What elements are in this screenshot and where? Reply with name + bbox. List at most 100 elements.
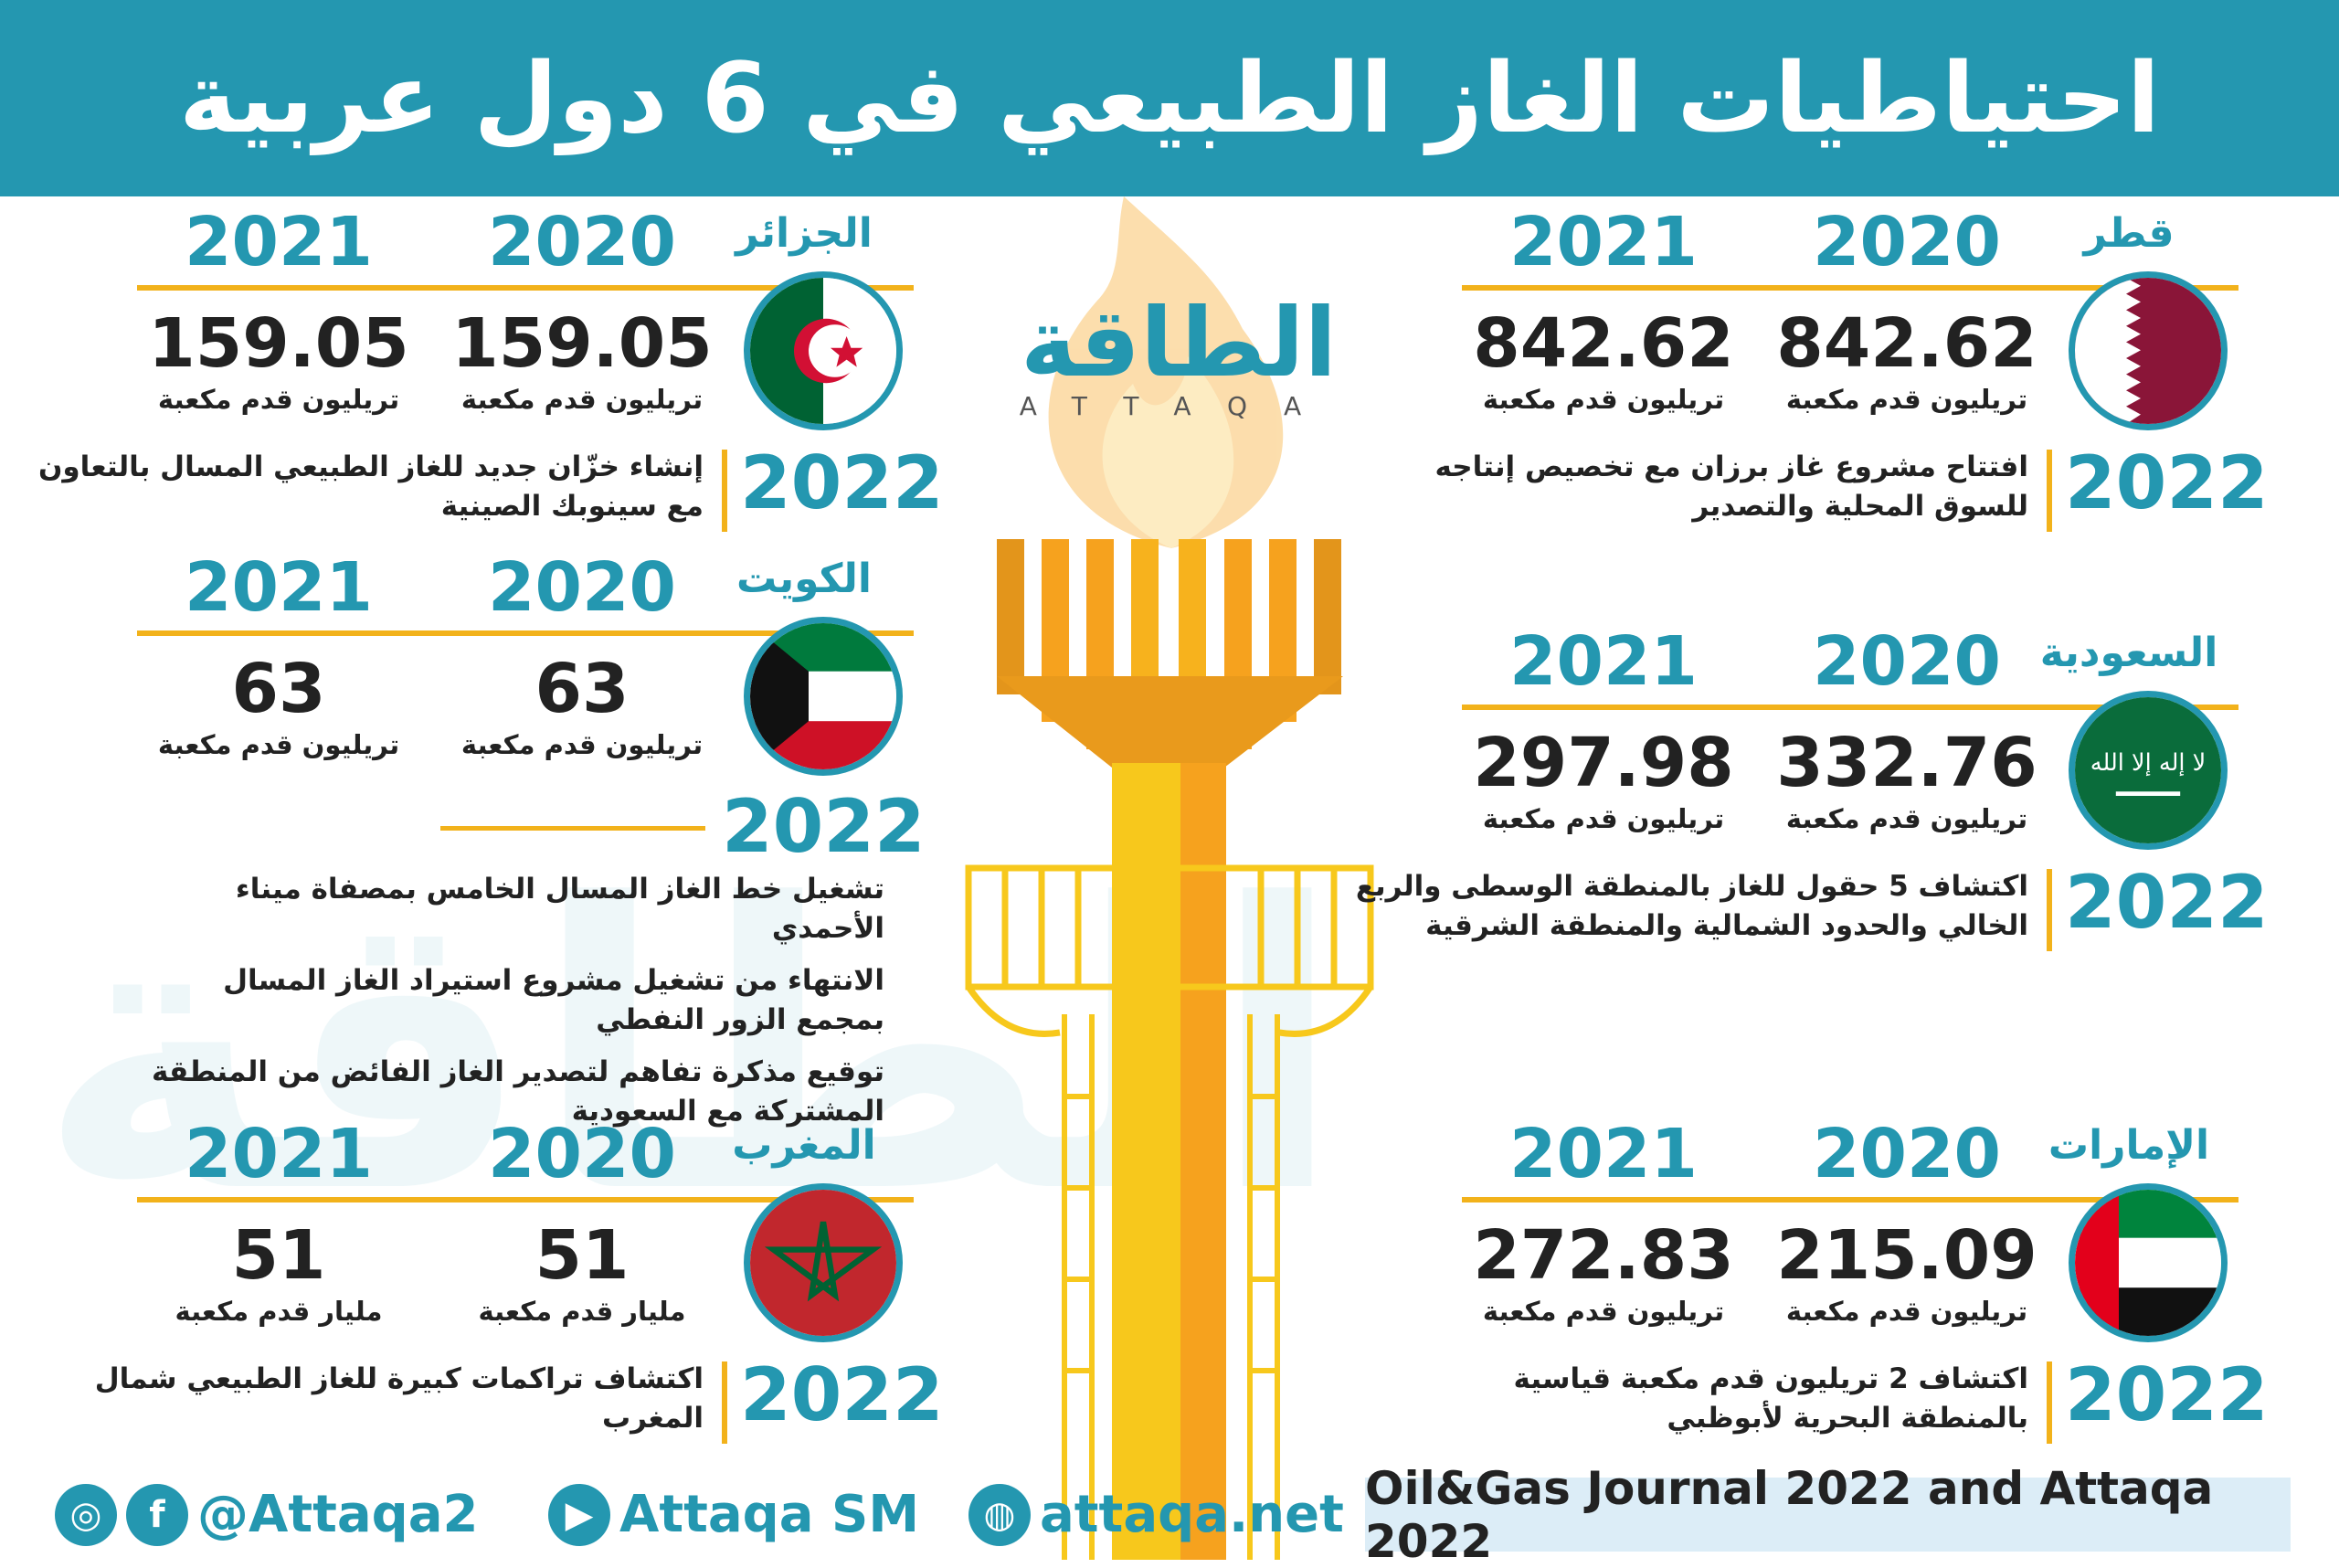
bracket-divider: [722, 450, 729, 532]
attaqa-logo: الطاقة ATTAQA: [978, 292, 1380, 439]
youtube-icon: ▶: [548, 1483, 610, 1546]
note-line: اكتشاف تراكمات كبيرة للغاز الطبيعي شمال: [94, 1362, 704, 1395]
year-2021-header: 2021: [1509, 622, 1698, 701]
ladder: [1062, 1014, 1280, 1560]
divider-line: [1462, 1197, 2238, 1202]
note-line: اكتشاف 2 تريليون قدم مكعبة قياسية: [1513, 1362, 2028, 1395]
year-2022-label: 2022: [2065, 860, 2269, 945]
2022-note: اكتشاف 5 حقول للغاز بالمنطقة الوسطى والر…: [1297, 867, 2028, 946]
year-2020-header: 2020: [488, 203, 676, 281]
note-line: للسوق المحلية والتصدير: [1692, 490, 2028, 523]
reserve-2021-value: 63: [231, 650, 326, 728]
reserve-2020-unit: تريليون قدم مكعبة: [1785, 384, 2028, 415]
page-title: احتياطيات الغاز الطبيعي في 6 دول عربية: [178, 42, 2161, 154]
source-text: Oil&Gas Journal 2022 and Attaqa 2022: [1365, 1461, 2214, 1568]
kuwait-note: تشغيل خط الغاز المسال الخامس بمصفاة مينا…: [235, 873, 884, 945]
bracket-divider: [2047, 869, 2054, 951]
country-name: الكويت: [736, 556, 872, 602]
reserve-2021-unit: تريليون قدم مكعبة: [1482, 1296, 1725, 1327]
reserve-2021-unit: مليار قدم مكعبة: [175, 1296, 383, 1327]
note-line: المغرب: [602, 1402, 704, 1435]
youtube-link[interactable]: ▶ Attaqa SM: [548, 1471, 919, 1558]
website-link[interactable]: ◍ attaqa.net: [968, 1471, 1344, 1558]
divider-line: [137, 285, 914, 291]
reserve-2021-value: 272.83: [1473, 1216, 1734, 1295]
country-name: قطر: [2083, 210, 2175, 257]
social-handle[interactable]: @Attaqa2: [197, 1485, 479, 1544]
year-2020-header: 2020: [488, 1115, 676, 1193]
reserve-2020-unit: مليار قدم مكعبة: [478, 1296, 686, 1327]
uae-flag-icon: [2069, 1183, 2228, 1342]
kuwait-2022-notes: تشغيل خط الغاز المسال الخامس بمصفاة مينا…: [128, 870, 884, 1144]
reserve-2021-unit: تريليون قدم مكعبة: [1482, 803, 1725, 834]
year-2021-header: 2021: [185, 548, 373, 627]
reserve-2021-unit: تريليون قدم مكعبة: [1482, 384, 1725, 415]
year-2021-header: 2021: [1509, 1115, 1698, 1193]
country-block-qatar: قطر 2020 2021 842.62 842.62 تريليون قدم …: [1434, 203, 2269, 539]
divider-line: [137, 1197, 914, 1202]
title-bar: احتياطيات الغاز الطبيعي في 6 دول عربية: [0, 0, 2339, 196]
reserve-2021-unit: تريليون قدم مكعبة: [157, 729, 400, 760]
reserve-2020-value: 51: [534, 1216, 630, 1295]
globe-icon: ◍: [968, 1483, 1031, 1546]
year-2020-header: 2020: [1813, 203, 2001, 281]
reserve-2020-unit: تريليون قدم مكعبة: [1785, 803, 2028, 834]
reserve-2021-value: 842.62: [1473, 304, 1734, 383]
reserve-2020-value: 842.62: [1776, 304, 2037, 383]
year-2022-label: 2022: [2065, 1352, 2269, 1437]
reserve-2020-value: 63: [534, 650, 630, 728]
reserve-2021-value: 51: [231, 1216, 326, 1295]
country-block-kuwait: الكويت 2020 2021 63 63 تريليون قدم مكعبة…: [137, 548, 914, 885]
kuwait-2022-line: [440, 826, 705, 831]
country-block-algeria: الجزائر 2020 2021 159.05 159.05 تريليون …: [38, 203, 944, 539]
note-line: الخالي والحدود الشمالية والمنطقة الشرقية: [1425, 909, 2028, 942]
tower-pole: [1112, 763, 1180, 1560]
divider-line: [1462, 705, 2238, 710]
morocco-flag-icon: [744, 1183, 903, 1342]
2022-note: إنشاء خزّان جديد للغاز الطبيعي المسال با…: [0, 448, 704, 526]
year-2021-header: 2021: [1509, 203, 1698, 281]
kuwait-note: توقيع مذكرة تفاهم لتصدير الغاز الفائض من…: [151, 1055, 884, 1128]
bracket-divider: [2047, 1361, 2054, 1444]
kuwait-flag-icon: [744, 617, 903, 776]
reserve-2020-value: 215.09: [1776, 1216, 2037, 1295]
facebook-icon[interactable]: f: [126, 1483, 188, 1546]
website-url: attaqa.net: [1040, 1485, 1344, 1544]
country-block-morocco: المغرب 2020 2021 51 51 مليار قدم مكعبة م…: [95, 1115, 944, 1451]
year-2021-header: 2021: [185, 203, 373, 281]
year-2022-label: 2022: [2065, 440, 2269, 525]
source-box: Oil&Gas Journal 2022 and Attaqa 2022: [1365, 1462, 2291, 1568]
note-line: افتتاح مشروع غاز برزان مع تخصيص إنتاجه: [1434, 450, 2028, 483]
note-line: إنشاء خزّان جديد للغاز الطبيعي المسال با…: [37, 450, 704, 483]
bracket-divider: [2047, 450, 2054, 532]
reserve-2020-value: 332.76: [1776, 724, 2037, 802]
youtube-channel: Attaqa SM: [619, 1485, 920, 1544]
2022-note: اكتشاف 2 تريليون قدم مكعبة قياسية بالمنط…: [1297, 1360, 2028, 1438]
year-2021-header: 2021: [185, 1115, 373, 1193]
country-name: الجزائر: [736, 210, 873, 257]
year-2020-header: 2020: [488, 548, 676, 627]
2022-note: افتتاح مشروع غاز برزان مع تخصيص إنتاجه ل…: [1297, 448, 2028, 526]
year-2020-header: 2020: [1813, 1115, 2001, 1193]
country-block-saudi: السعودية 2020 2021 ﻻ إله إلا الله 332.76…: [1356, 622, 2269, 959]
country-name: الإمارات: [2048, 1122, 2210, 1169]
saudi-flag-icon: ﻻ إله إلا الله: [2069, 691, 2228, 850]
year-2022-label: 2022: [740, 1352, 944, 1437]
flare-cup: [997, 539, 1343, 768]
logo-latin: ATTAQA: [1019, 391, 1339, 421]
note-line: بالمنطقة البحرية لأبوظبي: [1667, 1402, 2028, 1435]
country-name: السعودية: [2039, 630, 2218, 676]
country-block-uae: الإمارات 2020 2021 215.09 272.83 تريليون…: [1462, 1115, 2269, 1451]
logo-arabic: الطاقة: [1020, 287, 1338, 398]
reserve-2020-unit: تريليون قدم مكعبة: [460, 729, 704, 760]
bracket-divider: [722, 1361, 729, 1444]
reserve-2020-unit: تريليون قدم مكعبة: [1785, 1296, 2028, 1327]
platform-railing: [965, 864, 1374, 1037]
country-name: المغرب: [732, 1122, 876, 1169]
kuwait-year-2022: 2022: [722, 784, 926, 869]
instagram-icon[interactable]: ◎: [55, 1483, 117, 1546]
social-links: ◎ f @Attaqa2: [55, 1471, 479, 1558]
svg-text:ﻻ إله إلا الله: ﻻ إله إلا الله: [2090, 749, 2206, 777]
year-2022-label: 2022: [740, 440, 944, 525]
